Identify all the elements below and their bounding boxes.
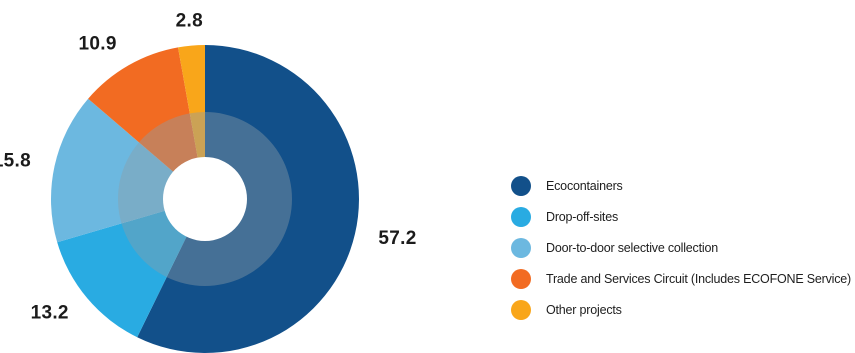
legend-label-trade-services: Trade and Services Circuit (Includes ECO… bbox=[546, 271, 852, 286]
slice-ecocontainers bbox=[137, 45, 359, 353]
legend-label-other-projects: Other projects bbox=[546, 302, 622, 317]
legend-label-door-to-door: Door-to-door selective collection bbox=[546, 240, 718, 255]
value-label-trade-services: 10.9 bbox=[79, 33, 117, 54]
legend-swatch-ecocontainers bbox=[511, 175, 531, 196]
donut-hole bbox=[163, 157, 247, 241]
value-label-other-projects: 2.8 bbox=[176, 11, 203, 32]
donut-slices bbox=[50, 45, 359, 353]
value-label-ecocontainers: 57.2 bbox=[378, 228, 416, 249]
legend-label-ecocontainers: Ecocontainers bbox=[546, 178, 623, 193]
legend-swatch-door-to-door bbox=[511, 237, 531, 258]
legend-item-drop-off-sites: Drop-off-sites bbox=[511, 201, 851, 232]
legend-item-ecocontainers: Ecocontainers bbox=[511, 170, 851, 201]
value-labels: 57.2 13.2 15.8 10.9 2.8 bbox=[0, 11, 416, 324]
legend-item-trade-services: Trade and Services Circuit (Includes ECO… bbox=[511, 263, 851, 294]
legend: Ecocontainers Drop-off-sites Door-to-doo… bbox=[511, 170, 851, 325]
legend-label-drop-off-sites: Drop-off-sites bbox=[546, 209, 618, 224]
legend-item-other-projects: Other projects bbox=[511, 294, 851, 325]
value-label-door-to-door: 15.8 bbox=[0, 151, 31, 172]
slice-trade-services bbox=[88, 47, 205, 199]
legend-swatch-other-projects bbox=[511, 299, 531, 320]
slice-drop-off-sites bbox=[57, 199, 205, 338]
legend-swatch-trade-services bbox=[511, 268, 531, 289]
legend-item-door-to-door: Door-to-door selective collection bbox=[511, 232, 851, 263]
legend-swatch-drop-off-sites bbox=[511, 206, 531, 227]
value-label-drop-off-sites: 13.2 bbox=[31, 303, 69, 324]
